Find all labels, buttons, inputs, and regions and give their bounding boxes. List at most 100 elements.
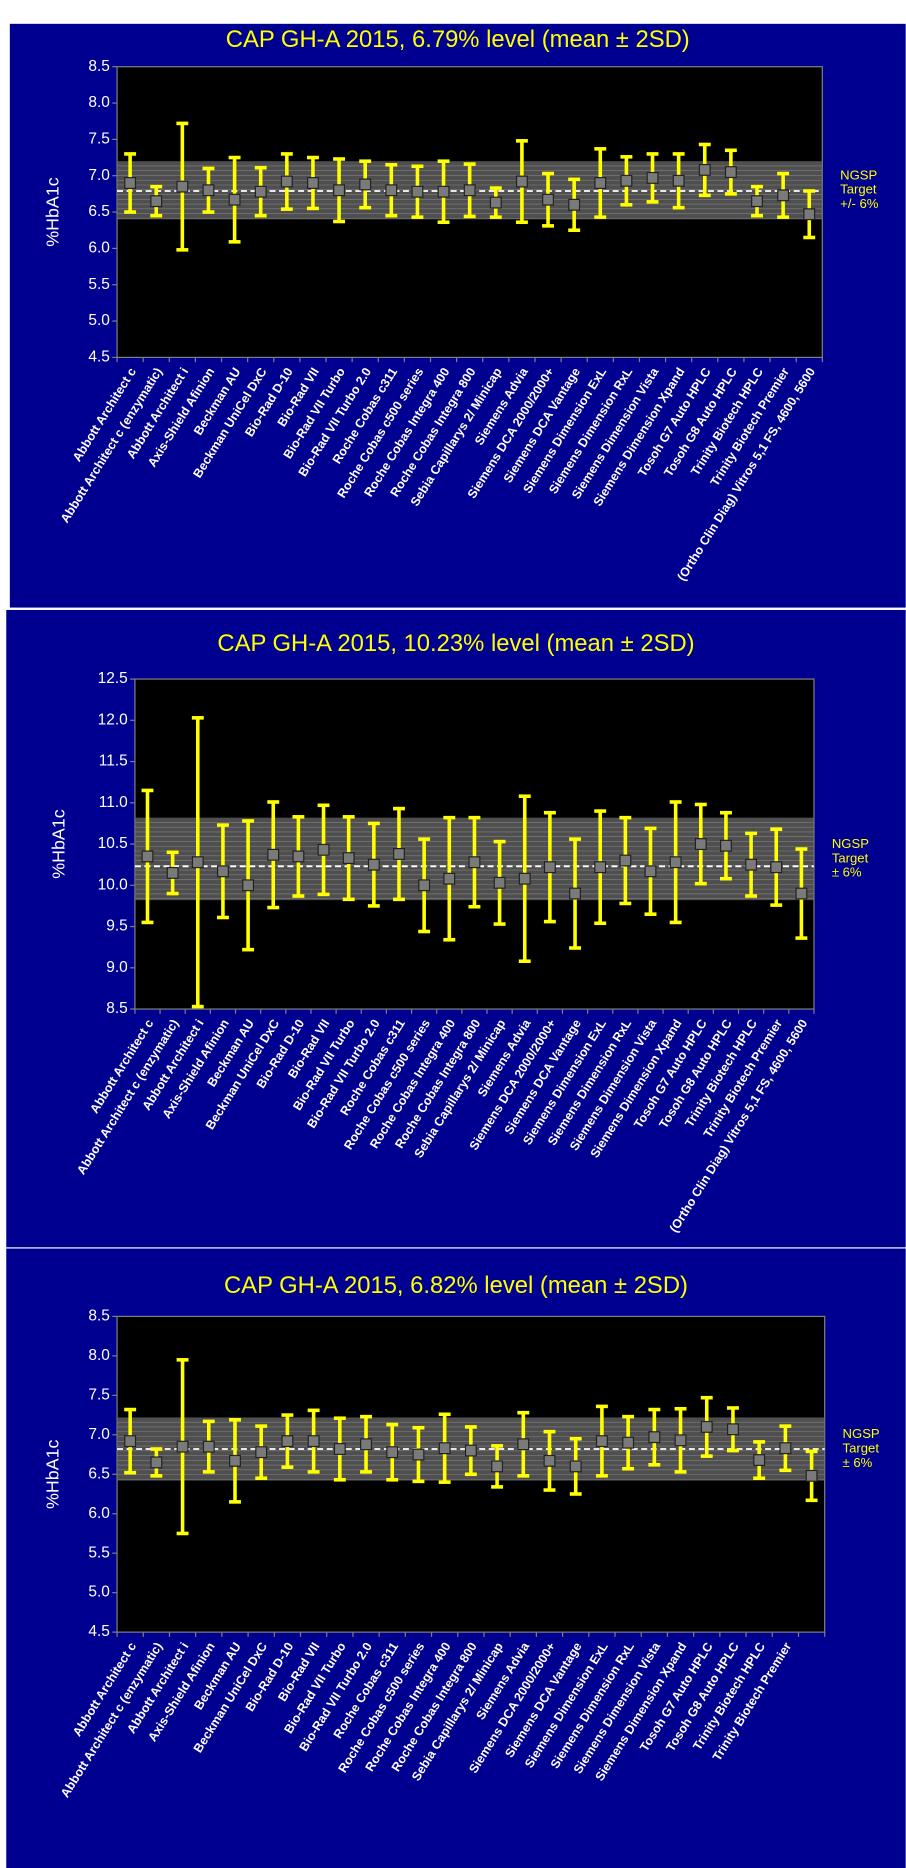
mean-marker bbox=[644, 865, 657, 878]
mean-marker bbox=[150, 1456, 163, 1469]
y-tick-label: 11.5 bbox=[99, 753, 128, 770]
mean-marker bbox=[360, 1438, 372, 1451]
y-tick-label: 5.0 bbox=[88, 312, 110, 329]
y-tick-label: 6.0 bbox=[88, 1505, 110, 1522]
mean-marker bbox=[620, 174, 633, 187]
mean-marker bbox=[646, 171, 659, 184]
mean-marker bbox=[694, 838, 707, 851]
y-tick-label: 12.0 bbox=[98, 711, 128, 728]
y-tick-label: 9.0 bbox=[106, 959, 128, 976]
mean-marker bbox=[700, 1420, 713, 1433]
chart-title: CAP GH-A 2015, 10.23% level (mean ± 2SD) bbox=[217, 630, 694, 657]
mean-marker bbox=[468, 856, 481, 869]
y-tick-label: 8.5 bbox=[88, 1308, 110, 1325]
mean-marker bbox=[418, 879, 431, 892]
mean-marker bbox=[385, 184, 398, 197]
chart-title: CAP GH-A 2015, 6.82% level (mean ± 2SD) bbox=[224, 1272, 688, 1299]
y-tick-label: 8.0 bbox=[88, 94, 110, 111]
mean-marker bbox=[124, 1435, 137, 1448]
mean-marker bbox=[619, 854, 632, 867]
mean-marker bbox=[493, 876, 506, 889]
target-annotation: NGSP bbox=[843, 1426, 880, 1441]
y-tick-label: 6.5 bbox=[88, 203, 110, 220]
mean-marker bbox=[464, 1444, 477, 1457]
y-tick-label: 5.5 bbox=[88, 1544, 110, 1561]
mean-marker bbox=[443, 872, 456, 885]
mean-marker bbox=[307, 1435, 320, 1448]
mean-marker bbox=[150, 195, 163, 208]
mean-marker bbox=[648, 1431, 661, 1444]
y-tick-label: 9.5 bbox=[106, 918, 128, 935]
mean-marker bbox=[751, 195, 763, 208]
mean-marker bbox=[745, 858, 758, 871]
y-tick-label: 7.5 bbox=[88, 130, 110, 147]
mean-marker bbox=[594, 177, 607, 189]
y-tick-label: 4.5 bbox=[88, 1623, 110, 1640]
mean-marker bbox=[141, 850, 154, 863]
target-annotation: ± 6% bbox=[843, 1455, 873, 1470]
mean-marker bbox=[724, 166, 737, 179]
mean-marker bbox=[517, 1438, 530, 1451]
y-tick-label: 7.5 bbox=[88, 1386, 110, 1403]
mean-marker bbox=[518, 872, 531, 885]
mean-marker bbox=[542, 193, 554, 206]
mean-marker bbox=[166, 866, 179, 879]
mean-marker bbox=[333, 1443, 346, 1455]
mean-marker bbox=[569, 887, 582, 900]
target-annotation: +/- 6% bbox=[840, 196, 879, 211]
y-tick-label: 6.5 bbox=[88, 1465, 110, 1482]
mean-marker bbox=[543, 861, 556, 874]
y-axis-label: %HbA1c bbox=[49, 809, 69, 879]
mean-marker bbox=[594, 861, 607, 874]
target-annotation: NGSP bbox=[840, 167, 877, 182]
mean-marker bbox=[281, 1435, 294, 1448]
mean-marker bbox=[779, 1442, 792, 1455]
mean-marker bbox=[770, 861, 783, 874]
mean-marker bbox=[176, 1440, 189, 1453]
y-tick-label: 5.5 bbox=[88, 276, 110, 293]
target-annotation: Target bbox=[832, 850, 869, 865]
mean-marker bbox=[359, 178, 372, 191]
mean-marker bbox=[719, 839, 732, 852]
target-annotation: Target bbox=[840, 182, 877, 197]
mean-marker bbox=[777, 189, 790, 202]
mean-marker bbox=[803, 208, 816, 221]
y-tick-label: 10.0 bbox=[98, 876, 128, 893]
mean-marker bbox=[412, 1448, 425, 1461]
mean-marker bbox=[568, 198, 581, 211]
mean-marker bbox=[191, 856, 204, 869]
mean-marker bbox=[367, 858, 380, 871]
mean-marker bbox=[437, 185, 450, 198]
y-axis-label: %HbA1c bbox=[43, 177, 63, 247]
mean-marker bbox=[393, 847, 405, 860]
y-tick-label: 6.0 bbox=[88, 239, 110, 256]
mean-marker bbox=[229, 1454, 241, 1467]
mean-marker bbox=[306, 177, 319, 189]
y-tick-label: 12.5 bbox=[98, 670, 128, 687]
mean-marker bbox=[292, 850, 305, 863]
mean-marker bbox=[254, 185, 267, 198]
y-tick-label: 5.0 bbox=[88, 1584, 110, 1601]
y-axis-label: %HbA1c bbox=[43, 1439, 63, 1509]
mean-marker bbox=[267, 848, 280, 861]
mean-marker bbox=[674, 1434, 687, 1447]
mean-marker bbox=[672, 174, 685, 187]
target-annotation: NGSP bbox=[832, 836, 869, 851]
mean-marker bbox=[317, 843, 330, 856]
y-tick-label: 4.5 bbox=[88, 348, 110, 365]
mean-marker bbox=[216, 865, 229, 878]
mean-marker bbox=[669, 856, 682, 869]
y-tick-label: 10.5 bbox=[98, 835, 128, 852]
mean-marker bbox=[622, 1436, 635, 1449]
mean-marker bbox=[491, 1460, 504, 1473]
y-tick-label: 8.5 bbox=[88, 58, 110, 75]
mean-marker bbox=[543, 1454, 556, 1467]
chart-title: CAP GH-A 2015, 6.79% level (mean ± 2SD) bbox=[226, 26, 690, 53]
mean-marker bbox=[202, 1440, 215, 1453]
mean-marker bbox=[489, 196, 502, 209]
y-tick-label: 7.0 bbox=[88, 1426, 110, 1443]
mean-marker bbox=[727, 1423, 739, 1436]
mean-marker bbox=[202, 184, 215, 197]
mean-marker bbox=[795, 887, 808, 900]
